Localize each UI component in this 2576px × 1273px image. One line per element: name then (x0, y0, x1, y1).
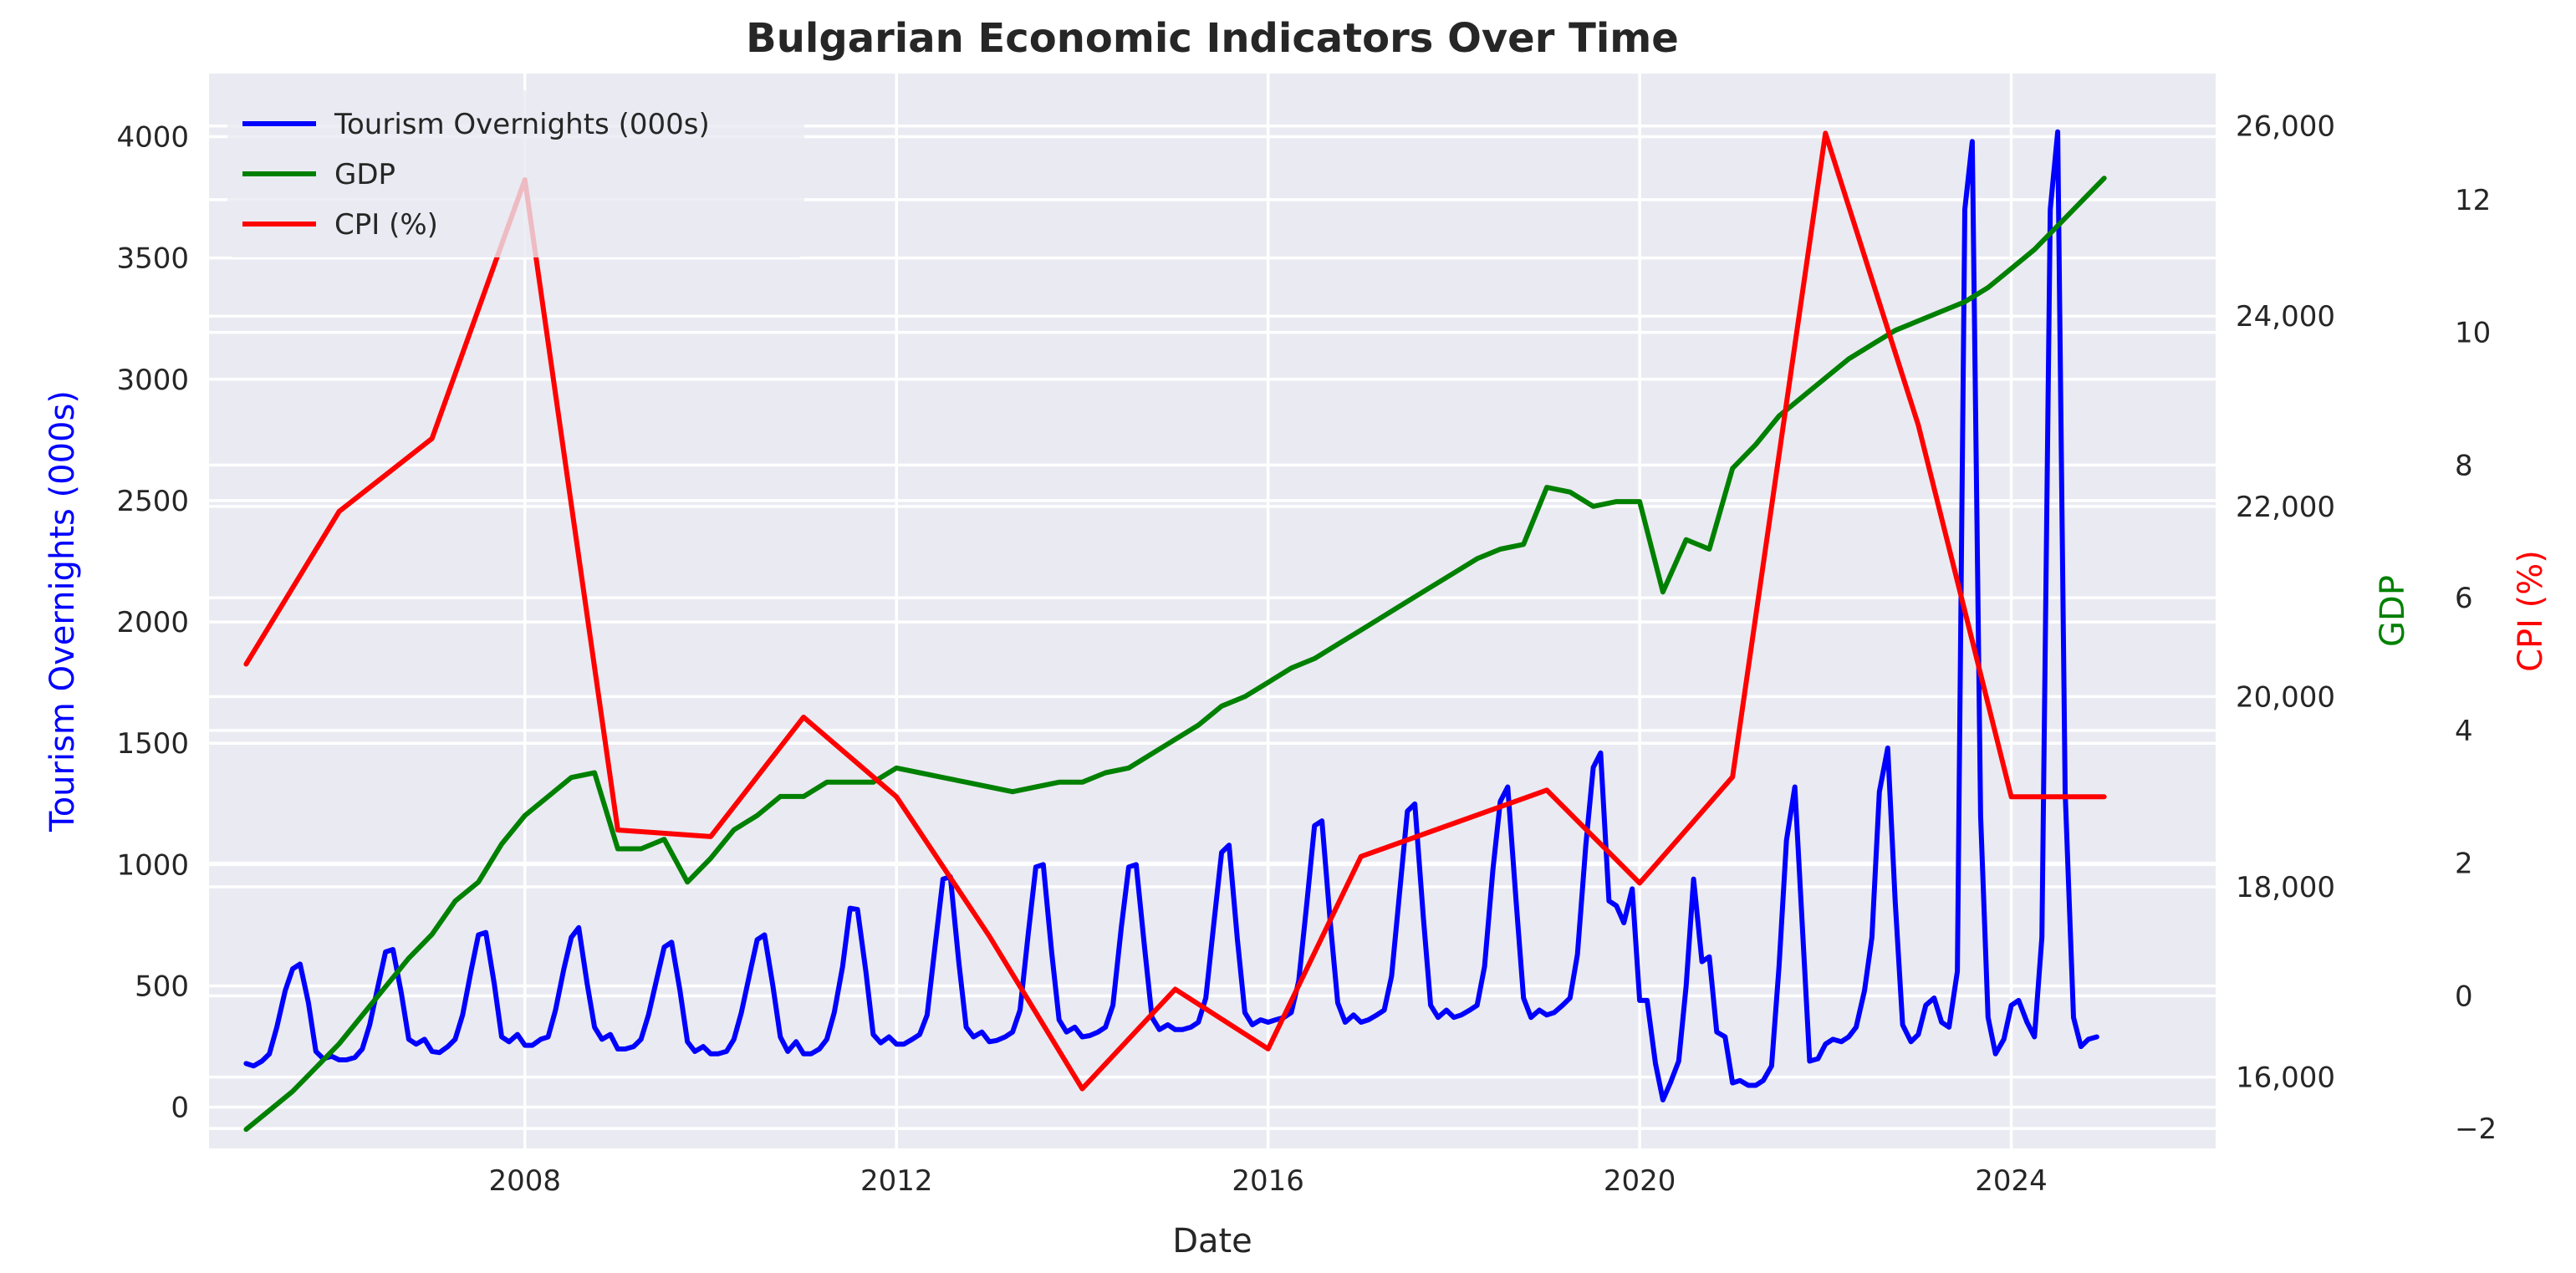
left-tick-label: 500 (135, 970, 189, 1004)
legend-item-gdp: GDP (242, 158, 395, 191)
series-line-tourism-overnights-000s (243, 129, 2099, 1102)
left-tick-label: 4000 (116, 120, 189, 154)
legend-item-cpi: CPI (%) (242, 208, 438, 242)
right2-tick-label: 8 (2455, 449, 2473, 482)
legend-label-gdp: GDP (334, 158, 395, 191)
right2-tick-label: −2 (2455, 1113, 2497, 1146)
right2-tick-label: 12 (2455, 184, 2491, 217)
legend-label-cpi: CPI (%) (334, 208, 438, 242)
right2-tick-label: 10 (2455, 317, 2491, 350)
right1-tick-label: 22,000 (2236, 491, 2335, 524)
legend-label-tourism: Tourism Overnights (000s) (334, 108, 710, 141)
right2-tick-label: 2 (2455, 848, 2473, 881)
legend-box (227, 90, 804, 257)
cpi-axis-label: CPI (%) (2512, 550, 2550, 672)
left-tick-label: 2000 (116, 606, 189, 639)
series-layer (243, 129, 2107, 1133)
right1-tick-label: 26,000 (2236, 110, 2335, 144)
right1-tick-label: 16,000 (2236, 1062, 2335, 1095)
right1-tick-label: 24,000 (2236, 300, 2335, 334)
right1-tick-label: 20,000 (2236, 680, 2335, 714)
left-tick-label: 1000 (116, 848, 189, 882)
x-tick-label: 2008 (489, 1164, 562, 1198)
left-tick-label: 1500 (116, 727, 189, 761)
legend: Tourism Overnights (000s) GDP CPI (%) (227, 90, 804, 257)
left-tick-label: 3500 (116, 242, 189, 276)
chart-title: Bulgarian Economic Indicators Over Time (746, 15, 1679, 62)
right2-tick-label: 6 (2455, 582, 2473, 615)
left-tick-label: 0 (171, 1092, 189, 1125)
axis-ticks: 2008 2012 2016 2020 202405001000150020002500… (116, 110, 2497, 1198)
x-axis-label: Date (1172, 1222, 1252, 1260)
grid (209, 74, 2216, 1148)
series-line-gdp (243, 176, 2107, 1133)
x-tick-label: 2012 (860, 1164, 933, 1198)
right1-tick-label: 18,000 (2236, 871, 2335, 904)
x-tick-label: 2024 (1975, 1164, 2048, 1198)
series-line-cpi (243, 130, 2107, 1092)
x-tick-label: 2016 (1232, 1164, 1304, 1198)
right2-tick-label: 0 (2455, 980, 2473, 1013)
left-tick-label: 3000 (116, 364, 189, 397)
x-tick-label: 2020 (1604, 1164, 1676, 1198)
left-axis-label: Tourism Overnights (000s) (43, 390, 82, 833)
gdp-axis-label: GDP (2374, 575, 2412, 647)
left-tick-label: 2500 (116, 485, 189, 518)
legend-item-tourism: Tourism Overnights (000s) (242, 108, 710, 141)
right2-tick-label: 4 (2455, 715, 2473, 748)
